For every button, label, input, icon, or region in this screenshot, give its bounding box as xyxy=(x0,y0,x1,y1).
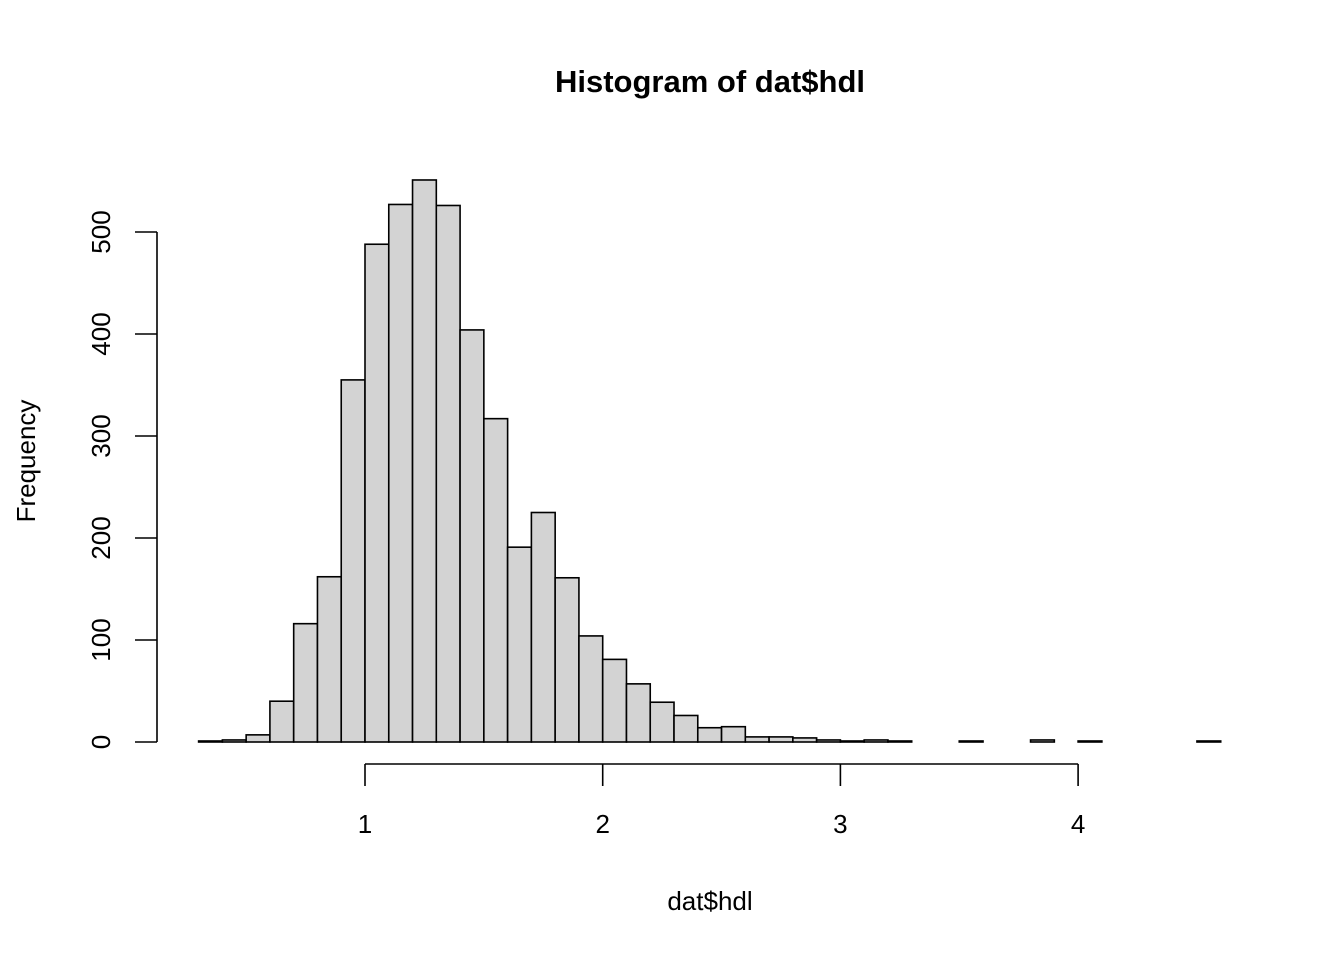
histogram-bar xyxy=(839,740,865,743)
histogram-bar xyxy=(768,736,794,743)
histogram-bar xyxy=(649,701,675,743)
y-axis-label: Frequency xyxy=(11,400,41,523)
x-tick-label: 1 xyxy=(358,809,372,839)
histogram-bar xyxy=(316,575,343,743)
histogram-bar xyxy=(601,658,628,743)
histogram-bar xyxy=(554,576,580,743)
y-tick-label: 200 xyxy=(86,516,116,559)
histogram-bar xyxy=(1077,740,1103,743)
histogram-bar xyxy=(364,243,390,743)
histogram-bar xyxy=(197,740,224,743)
histogram-bar xyxy=(696,726,723,743)
y-tick-label: 500 xyxy=(86,210,116,253)
histogram-bar xyxy=(340,379,366,743)
histogram-bar xyxy=(506,546,533,743)
histogram-bar xyxy=(1029,739,1056,743)
histogram-bar xyxy=(720,725,747,743)
y-tick-label: 0 xyxy=(86,735,116,749)
histogram-bar xyxy=(292,622,319,743)
histogram-bar xyxy=(459,329,485,743)
histogram-bar xyxy=(269,700,295,743)
histogram-bar xyxy=(387,203,414,743)
histogram-bar xyxy=(530,511,556,743)
histogram-bar xyxy=(411,179,438,743)
chart-title: Histogram of dat$hdl xyxy=(555,64,865,99)
histogram-bar xyxy=(887,740,913,743)
histogram-bar xyxy=(792,737,818,743)
histogram-bar xyxy=(863,739,889,743)
histogram-bar xyxy=(483,417,509,743)
x-tick-label: 4 xyxy=(1071,809,1085,839)
histogram-bar xyxy=(221,739,247,743)
histogram-bar xyxy=(245,734,271,743)
histogram-bar xyxy=(744,736,770,743)
histogram-bar xyxy=(625,683,652,743)
histogram-bar xyxy=(1196,740,1222,743)
x-tick-label: 2 xyxy=(595,809,609,839)
y-tick-label: 400 xyxy=(86,312,116,355)
histogram-bar xyxy=(958,740,984,743)
histogram-bar xyxy=(815,739,842,743)
x-axis-label: dat$hdl xyxy=(667,886,752,916)
y-tick-label: 300 xyxy=(86,414,116,457)
histogram-bar xyxy=(578,635,604,743)
histogram-bar xyxy=(673,714,699,743)
histogram-bar xyxy=(435,204,461,743)
y-tick-label: 100 xyxy=(86,618,116,661)
x-tick-label: 3 xyxy=(833,809,847,839)
